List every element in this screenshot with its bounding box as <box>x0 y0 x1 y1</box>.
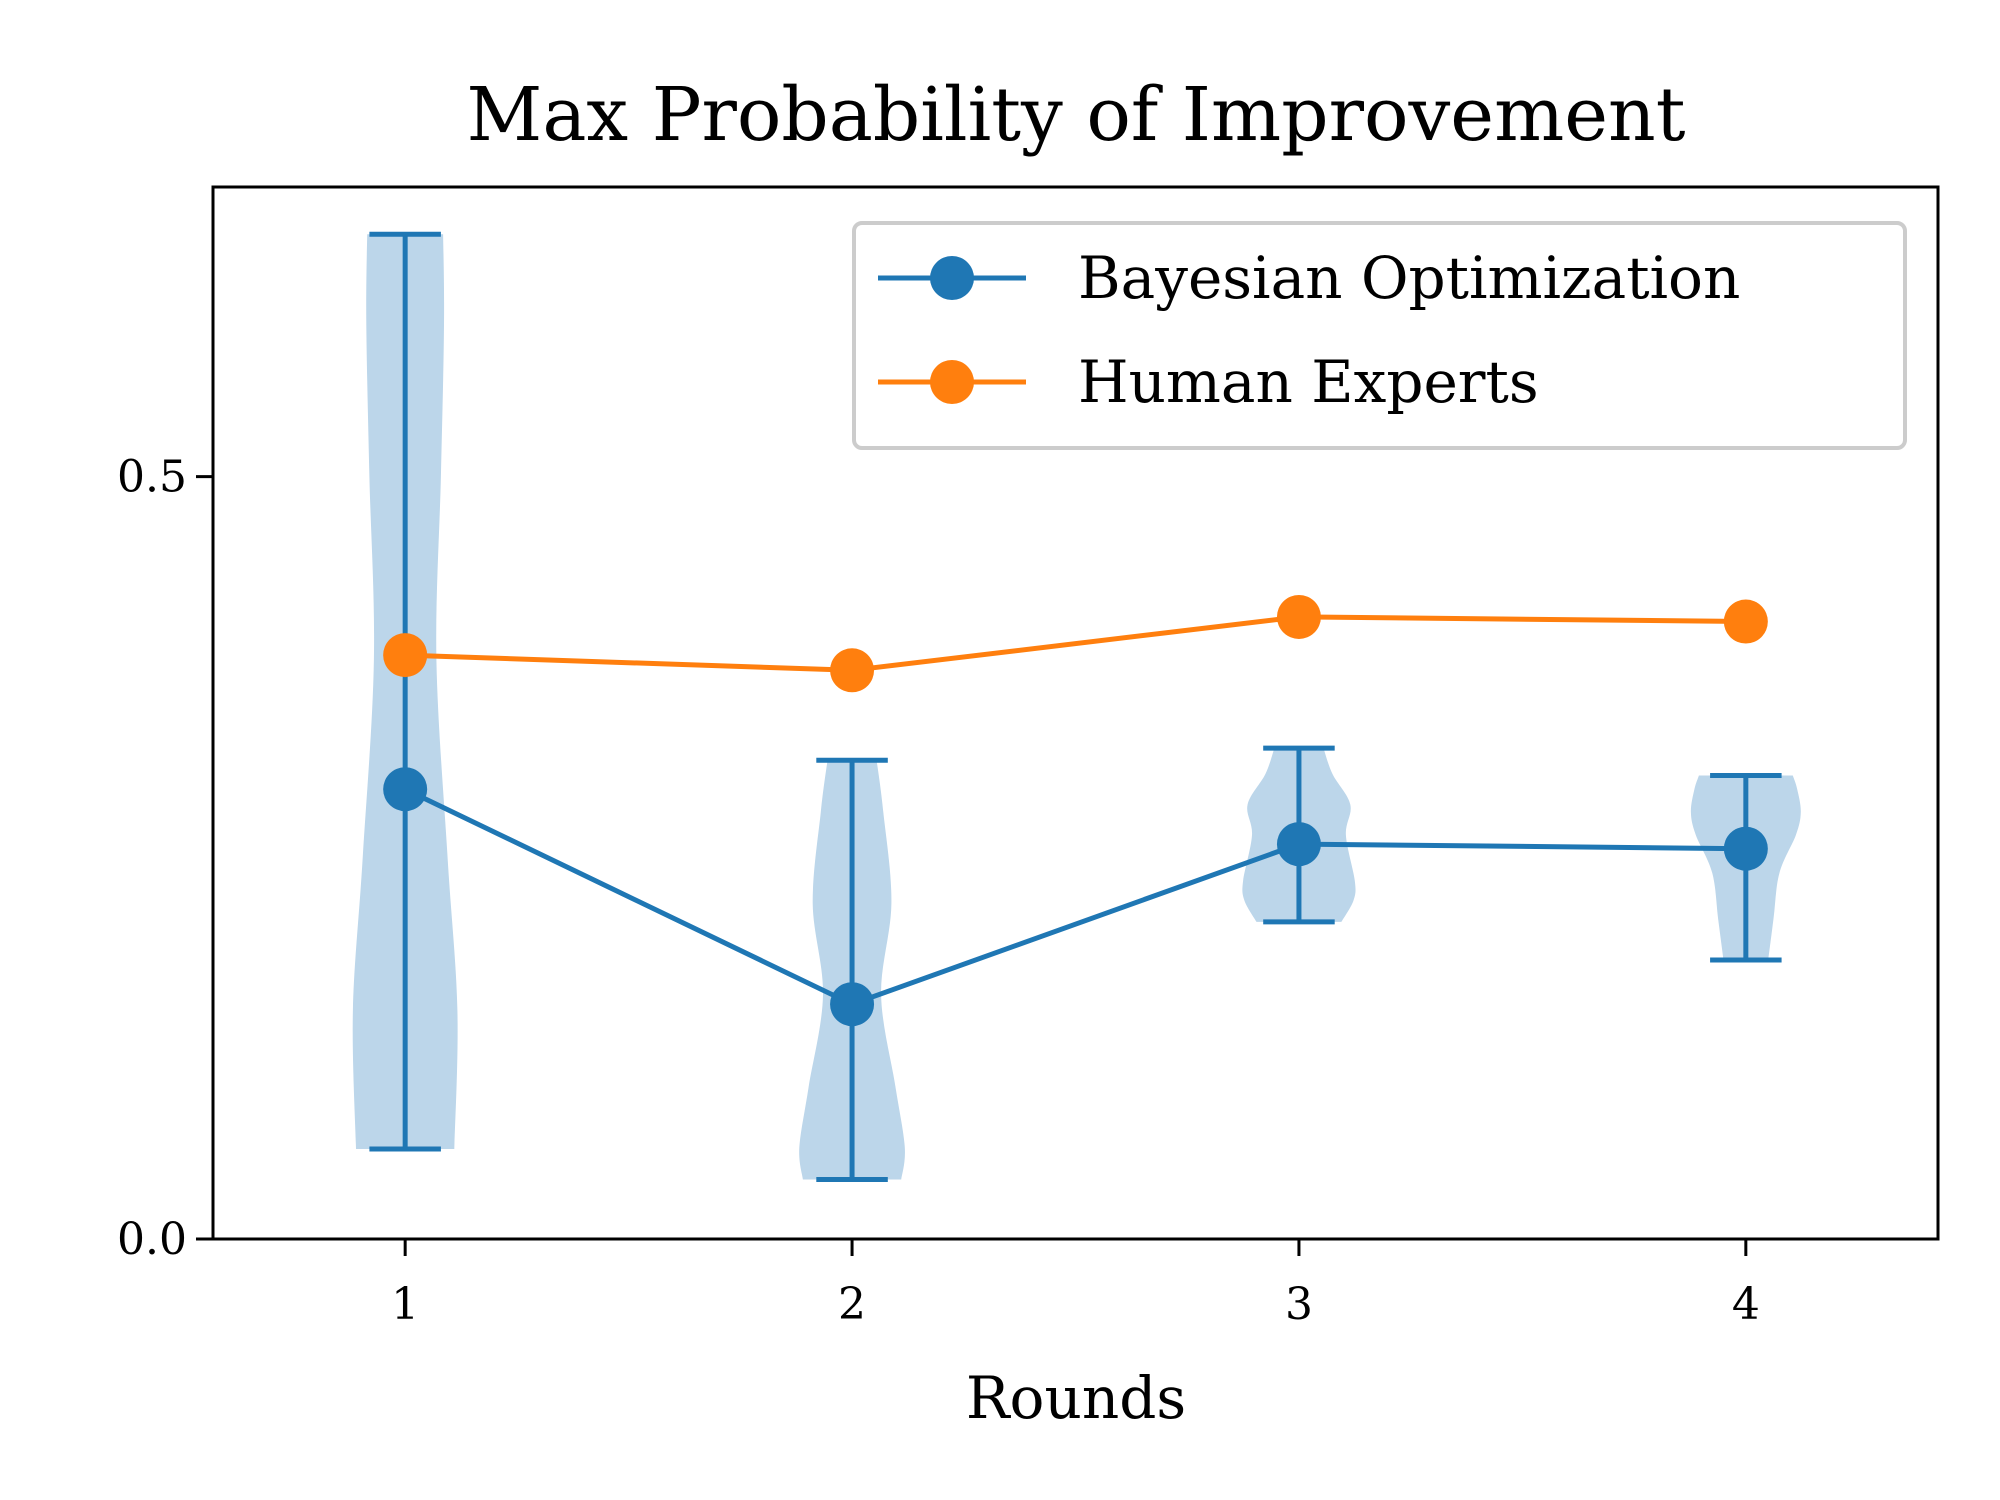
series-point <box>1723 826 1768 871</box>
legend-marker <box>930 256 974 300</box>
series-lines <box>383 594 1768 1027</box>
series-point <box>383 633 428 678</box>
x-axis-label: Rounds <box>966 1364 1186 1432</box>
legend-label: Bayesian Optimization <box>1078 244 1740 312</box>
x-axis: 1 2 3 4 <box>391 1239 1760 1330</box>
series-line <box>404 786 1746 1007</box>
series-point <box>1276 594 1321 639</box>
violin-layer <box>352 231 1801 1183</box>
legend-box <box>852 221 1907 450</box>
series-point <box>1723 599 1768 644</box>
x-tick-label: 1 <box>391 1279 419 1330</box>
series-point <box>1276 822 1321 867</box>
legend-label: Human Experts <box>1078 348 1539 416</box>
y-tick-label: 0.5 <box>117 452 187 503</box>
x-tick-label: 4 <box>1732 1279 1760 1330</box>
chart-title: Max Probability of Improvement <box>467 72 1686 158</box>
plot-frame <box>211 185 1940 1241</box>
y-axis: 0.0 0.5 <box>117 452 213 1265</box>
series-line <box>405 614 1746 673</box>
x-tick-label: 3 <box>1285 1279 1313 1330</box>
legend-marker <box>930 360 974 404</box>
series-point <box>830 982 875 1027</box>
legend: Bayesian Optimization Human Experts <box>852 221 1907 450</box>
series-point <box>830 648 875 693</box>
series-point <box>383 767 428 812</box>
y-tick-label: 0.0 <box>117 1214 187 1265</box>
x-tick-label: 2 <box>838 1279 866 1330</box>
